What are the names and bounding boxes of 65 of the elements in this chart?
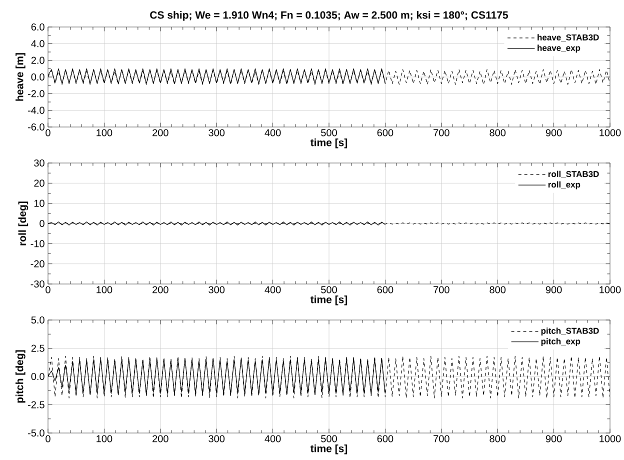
legend-label: pitch_STAB3D — [541, 328, 599, 336]
x-tick-label: 800 — [490, 435, 506, 442]
x-tick-label: 0 — [46, 129, 50, 136]
x-axis-title: time [s] — [310, 295, 348, 306]
x-tick-label: 200 — [152, 435, 168, 442]
x-tick-label: 1000 — [600, 129, 621, 136]
x-tick-label: 1000 — [600, 286, 621, 294]
x-tick-label: 600 — [377, 435, 394, 442]
x-tick-label: 800 — [490, 286, 506, 294]
x-tick-label: 1000 — [600, 435, 621, 442]
y-tick-label: 5.0 — [31, 316, 44, 324]
chart-title: CS ship; We = 1.910 Wn4; Fn = 0.1035; Aw = 2.500 m; ksi = 180°; CS1175 — [150, 11, 508, 21]
x-tick-label: 500 — [321, 286, 337, 294]
x-tick-label: 800 — [490, 129, 506, 136]
y-tick-label: 2.0 — [31, 56, 44, 64]
x-tick-label: 300 — [208, 435, 225, 442]
x-tick-label: 300 — [208, 129, 225, 136]
x-tick-label: 100 — [96, 286, 112, 294]
x-tick-label: 100 — [96, 435, 112, 442]
x-axis-title: time [s] — [310, 444, 348, 454]
x-tick-label: 200 — [152, 129, 168, 136]
x-tick-label: 100 — [96, 129, 112, 136]
x-tick-label: 0 — [46, 435, 50, 442]
y-axis-title: heave [m] — [16, 53, 26, 101]
legend-label: heave_STAB3D — [538, 34, 599, 42]
y-tick-label: 0.0 — [31, 372, 44, 380]
y-tick-label: -2.0 — [28, 90, 44, 98]
x-tick-label: 700 — [434, 286, 450, 294]
legend-label: pitch_exp — [541, 338, 580, 346]
y-tick-label: -2.5 — [28, 401, 44, 408]
legend-label: heave_exp — [538, 44, 580, 53]
y-tick-label: 30 — [34, 159, 44, 167]
x-tick-label: 400 — [264, 129, 281, 136]
x-tick-label: 500 — [321, 129, 337, 136]
x-tick-label: 400 — [264, 286, 281, 294]
x-tick-label: 500 — [321, 435, 337, 442]
y-tick-label: 0 — [40, 220, 44, 228]
x-tick-label: 900 — [546, 129, 562, 136]
y-tick-label: 2.5 — [31, 344, 44, 352]
legend-label: roll_STAB3D — [548, 170, 599, 178]
x-tick-label: 900 — [546, 286, 562, 294]
y-tick-label: -4.0 — [28, 106, 44, 114]
y-tick-label: -10 — [30, 240, 44, 248]
y-axis-title: roll [deg] — [18, 202, 28, 246]
x-tick-label: 200 — [152, 286, 168, 294]
x-tick-label: 900 — [546, 435, 562, 442]
x-tick-label: 400 — [264, 435, 281, 442]
x-tick-label: 300 — [208, 286, 225, 294]
y-tick-label: 20 — [34, 180, 44, 187]
y-tick-label: -6.0 — [28, 123, 44, 131]
x-tick-label: 0 — [46, 286, 50, 294]
y-tick-label: -30 — [30, 280, 44, 288]
legend-label: roll_exp — [548, 181, 580, 190]
x-tick-label: 600 — [377, 286, 394, 294]
x-tick-label: 700 — [434, 435, 450, 442]
y-tick-label: 10 — [34, 200, 44, 207]
x-tick-label: 600 — [377, 129, 394, 136]
x-axis-title: time [s] — [310, 138, 348, 148]
y-tick-label: 4.0 — [31, 40, 44, 48]
x-tick-label: 700 — [434, 129, 450, 136]
y-axis-title: pitch [deg] — [16, 350, 26, 403]
y-tick-label: 0.0 — [31, 73, 44, 81]
y-tick-label: 6.0 — [31, 23, 44, 31]
y-tick-label: -5.0 — [28, 429, 44, 437]
y-tick-label: -20 — [30, 260, 44, 268]
